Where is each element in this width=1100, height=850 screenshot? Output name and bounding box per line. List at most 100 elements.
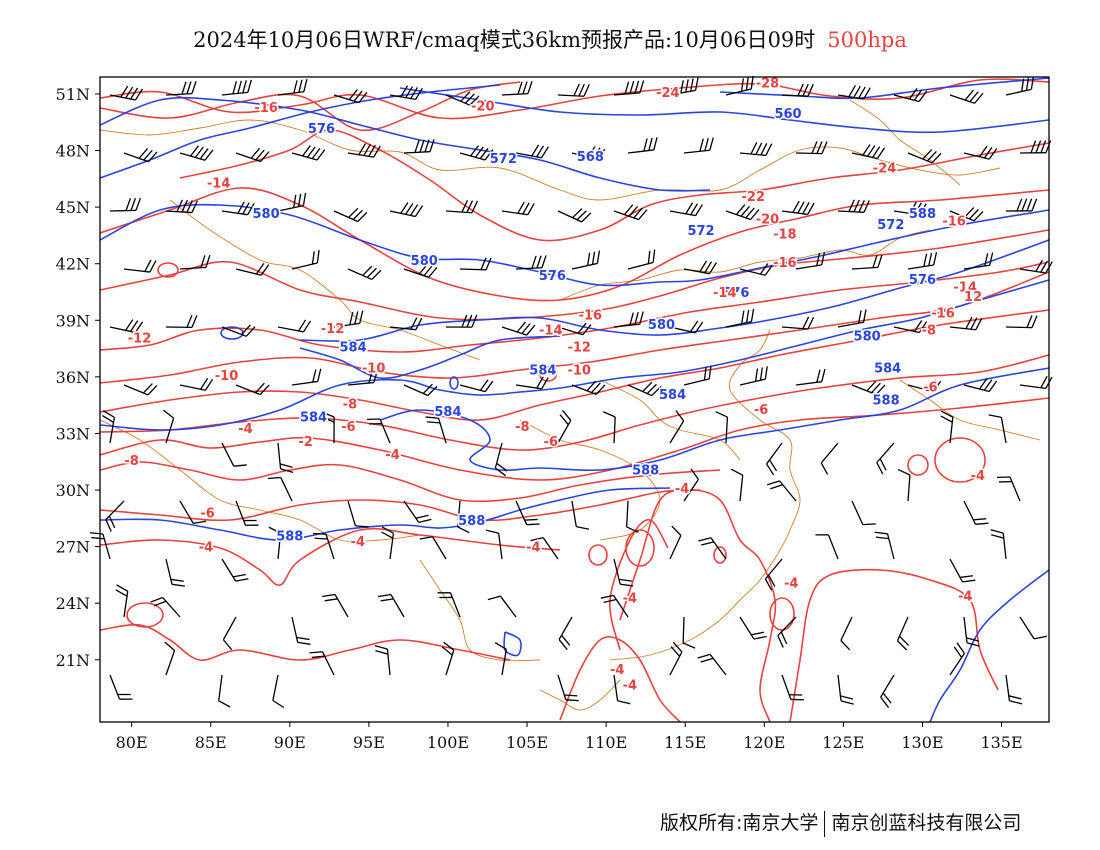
height-label: 584 <box>529 363 556 378</box>
wind-barb <box>445 314 478 328</box>
height-contour <box>99 279 1050 431</box>
wind-barb <box>603 411 616 444</box>
temperature-isotherm <box>713 546 727 564</box>
wind-barb <box>893 320 928 334</box>
temperature-label: -4 <box>958 590 972 605</box>
wind-barb <box>949 642 965 676</box>
temperature-isotherm <box>539 368 557 382</box>
wind-barb <box>377 593 405 618</box>
wind-barb <box>725 308 755 328</box>
wind-barb <box>840 616 853 651</box>
wind-barb <box>669 77 699 96</box>
height-label: 576 <box>722 286 749 301</box>
temperature-isotherm <box>934 437 986 483</box>
lon-label: 110E <box>585 733 627 752</box>
wind-barb <box>109 674 133 700</box>
temperature-label: -6 <box>923 380 937 395</box>
wind-barb <box>1019 140 1052 154</box>
temperature-label: -28 <box>756 77 780 92</box>
wind-barb <box>851 144 886 160</box>
lat-label: 30N <box>56 481 90 500</box>
height-contour <box>379 367 1050 472</box>
lat-label: 27N <box>56 538 90 557</box>
height-label: 588 <box>873 394 900 409</box>
wind-barb <box>150 596 181 618</box>
temperature-label: -6 <box>544 435 558 450</box>
wind-barb <box>235 263 270 276</box>
temperature-label: -14 <box>953 280 977 295</box>
wind-barb <box>105 500 125 532</box>
wind-barb <box>897 468 911 502</box>
wind-barb <box>627 381 662 397</box>
wind-barb <box>109 319 144 334</box>
boundary-line <box>539 679 621 711</box>
wind-barb <box>837 309 867 328</box>
lon-label: 95E <box>353 733 385 752</box>
height-label: 584 <box>300 410 327 425</box>
temperature-isotherm <box>179 129 1050 242</box>
temperature-isotherm <box>99 309 1050 421</box>
temperature-label: 12 <box>964 290 982 305</box>
height-label: 584 <box>659 388 686 403</box>
wind-barb <box>115 584 129 618</box>
temperature-label: -14 <box>713 286 737 301</box>
temperature-isotherm <box>99 354 1050 451</box>
temperature-isotherm <box>99 623 511 661</box>
temperature-isotherm <box>99 78 1050 120</box>
wind-barb <box>626 500 639 533</box>
geopotential-height-contours <box>99 77 1050 723</box>
wind-barb <box>815 534 839 560</box>
lon-label: 115E <box>664 733 706 752</box>
wind-barb <box>501 201 535 216</box>
temperature-label: -16 <box>254 101 278 116</box>
wind-barb <box>1005 315 1038 329</box>
wind-barb <box>123 148 158 163</box>
lon-label: 85E <box>195 733 227 752</box>
wind-barb <box>313 532 335 560</box>
wind-barb <box>557 409 572 444</box>
temperature-label: -4 <box>526 541 540 556</box>
wind-barb <box>389 85 423 101</box>
wind-barb <box>557 208 592 223</box>
wind-barb <box>1005 76 1035 96</box>
wind-barb <box>321 411 335 444</box>
temperature-label: -2 <box>298 435 312 450</box>
lat-label: 48N <box>56 142 90 161</box>
wind-barb <box>403 139 435 154</box>
lon-label: 105E <box>506 733 548 752</box>
wind-barb <box>739 142 773 157</box>
wind-barb <box>459 379 494 393</box>
lat-label: 45N <box>56 198 90 217</box>
wind-barb <box>165 558 185 587</box>
wind-barb <box>893 88 928 103</box>
wind-barb <box>515 144 549 159</box>
wind-barb <box>781 316 815 330</box>
wind-barb <box>907 149 942 164</box>
height-label: 588 <box>276 529 303 544</box>
temperature-label: -4 <box>623 678 637 693</box>
wind-barb <box>949 558 976 583</box>
wind-barbs <box>89 75 1053 709</box>
temperature-isotherm <box>907 454 929 476</box>
wind-barb <box>627 249 656 270</box>
temperature-label: -18 <box>773 228 797 243</box>
wind-barb <box>557 322 592 336</box>
wind-barb <box>221 324 256 337</box>
temperature-isotherm <box>99 229 1050 321</box>
height-contour <box>399 87 1050 134</box>
wind-barb <box>403 263 438 278</box>
height-label: 580 <box>854 329 881 344</box>
wind-barb <box>164 641 176 676</box>
boundary-line <box>559 229 931 301</box>
wind-barb <box>851 500 876 526</box>
wind-barb <box>715 411 729 444</box>
wind-barb <box>697 653 727 676</box>
height-label: 572 <box>687 224 714 239</box>
wind-barb <box>880 674 895 708</box>
wind-barb <box>333 207 368 223</box>
height-contour <box>299 335 561 380</box>
wind-barb <box>366 418 391 444</box>
temperature-label: -10 <box>567 363 591 378</box>
wind-barb <box>179 377 214 391</box>
temperature-contour-labels: -16 -20-24-28-24-14-22-20-18-16-16-14 -141… <box>123 75 987 695</box>
